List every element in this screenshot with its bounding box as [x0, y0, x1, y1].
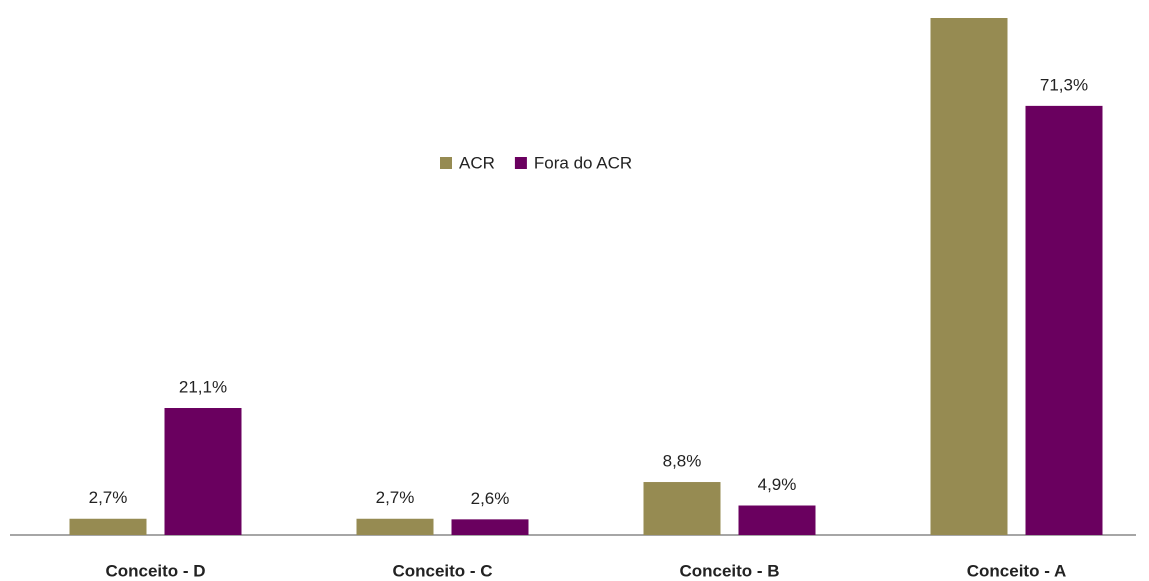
x-tick-label: Conceito - D — [105, 561, 205, 580]
legend-label: Fora do ACR — [534, 153, 632, 172]
data-label: 2,6% — [471, 489, 510, 508]
bar — [164, 408, 242, 535]
bar — [1025, 105, 1103, 535]
bar — [643, 482, 721, 535]
legend-swatch — [440, 157, 452, 169]
bar — [69, 518, 147, 535]
x-tick-label: Conceito - A — [967, 561, 1066, 580]
x-tick-label: Conceito - C — [392, 561, 492, 580]
legend-label: ACR — [459, 153, 495, 172]
data-label: 4,9% — [758, 475, 797, 494]
data-label: 71,3% — [1040, 75, 1088, 94]
data-label: 8,8% — [663, 452, 702, 471]
bar — [930, 18, 1008, 535]
data-label: 21,1% — [179, 377, 227, 396]
data-label: 2,7% — [89, 488, 128, 507]
x-tick-label: Conceito - B — [679, 561, 779, 580]
legend-swatch — [514, 157, 527, 169]
data-label: 2,7% — [376, 488, 415, 507]
bar — [356, 518, 434, 535]
bar — [451, 519, 529, 535]
bar — [738, 505, 816, 535]
